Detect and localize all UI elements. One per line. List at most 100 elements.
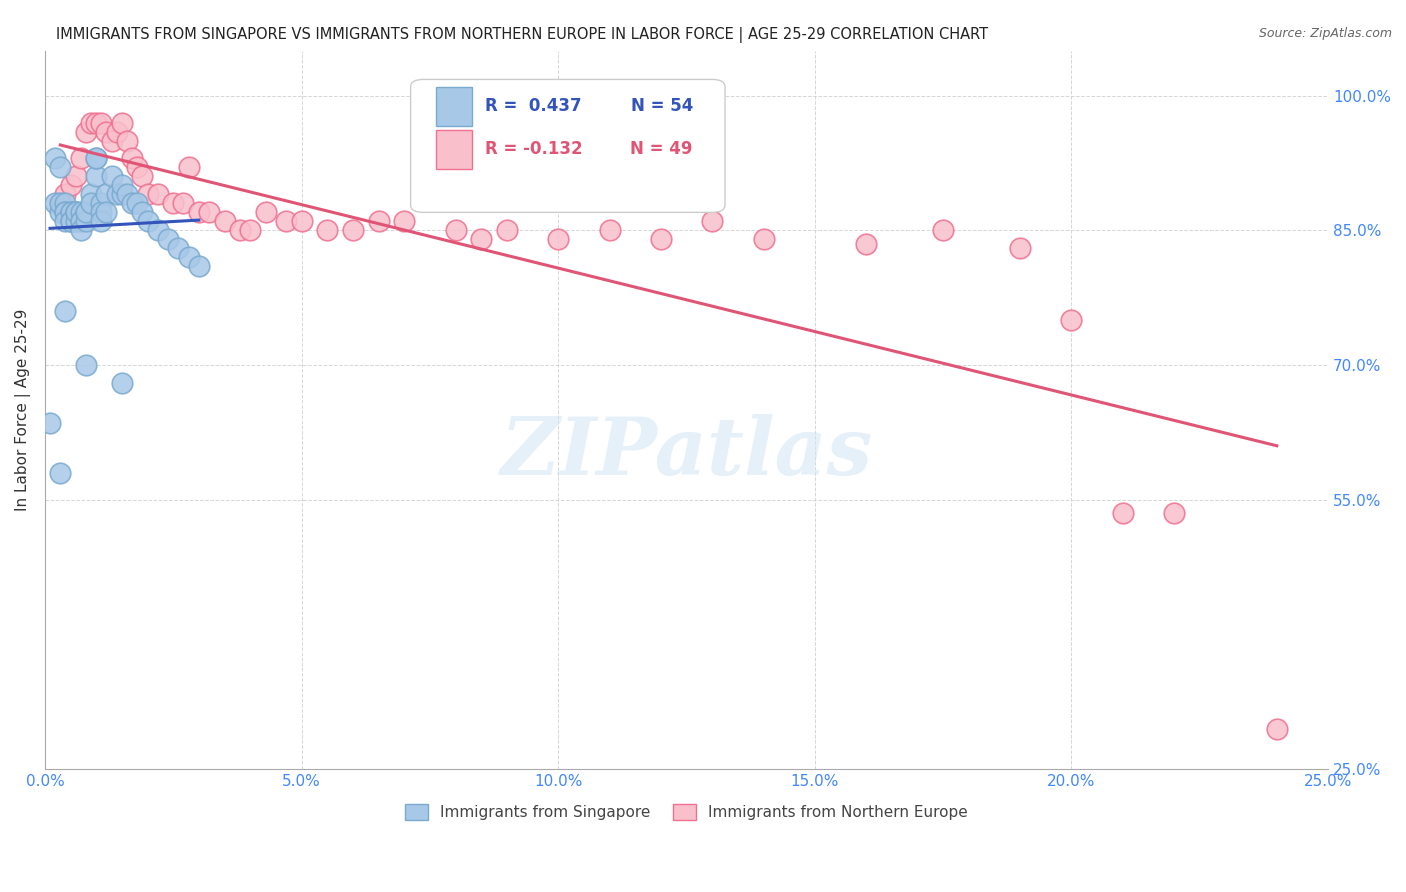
- Point: [146, 187, 169, 202]
- Point: [136, 187, 159, 202]
- Point: [127, 161, 149, 175]
- Point: [59, 178, 82, 193]
- Point: [162, 196, 184, 211]
- Point: [55, 205, 77, 219]
- Point: [80, 187, 103, 202]
- Point: [702, 214, 724, 228]
- Point: [69, 223, 91, 237]
- Point: [177, 161, 200, 175]
- Point: [146, 223, 169, 237]
- Point: [752, 232, 775, 246]
- FancyBboxPatch shape: [436, 87, 472, 126]
- Point: [1163, 506, 1185, 520]
- Point: [90, 205, 112, 219]
- Point: [80, 196, 103, 211]
- Point: [90, 214, 112, 228]
- Point: [187, 260, 209, 274]
- Point: [254, 205, 277, 219]
- Point: [80, 115, 103, 129]
- Point: [290, 214, 312, 228]
- Point: [392, 214, 415, 228]
- Point: [111, 376, 134, 390]
- Point: [187, 205, 209, 219]
- Point: [39, 417, 62, 431]
- Point: [65, 205, 87, 219]
- Point: [59, 214, 82, 228]
- Point: [214, 214, 236, 228]
- Point: [69, 214, 91, 228]
- Point: [55, 196, 77, 211]
- Point: [855, 236, 877, 251]
- Point: [127, 196, 149, 211]
- Point: [75, 205, 97, 219]
- Point: [547, 232, 569, 246]
- Point: [1010, 241, 1032, 255]
- Point: [59, 214, 82, 228]
- Point: [105, 124, 128, 138]
- Point: [650, 232, 672, 246]
- Point: [84, 169, 107, 184]
- Point: [75, 358, 97, 372]
- Point: [131, 205, 153, 219]
- Point: [198, 205, 221, 219]
- Point: [96, 187, 118, 202]
- Point: [1060, 313, 1083, 327]
- Point: [276, 214, 298, 228]
- Point: [55, 214, 77, 228]
- Point: [84, 115, 107, 129]
- Point: [367, 214, 389, 228]
- Point: [55, 205, 77, 219]
- Point: [49, 196, 72, 211]
- Point: [65, 169, 87, 184]
- Point: [55, 304, 77, 318]
- Point: [90, 115, 112, 129]
- Point: [84, 152, 107, 166]
- Point: [49, 205, 72, 219]
- Text: N = 49: N = 49: [630, 140, 693, 158]
- Point: [167, 241, 190, 255]
- Text: ZIPatlas: ZIPatlas: [501, 415, 873, 491]
- Point: [69, 152, 91, 166]
- Point: [229, 223, 252, 237]
- FancyBboxPatch shape: [436, 129, 472, 169]
- Point: [470, 232, 492, 246]
- Point: [316, 223, 339, 237]
- Point: [599, 223, 621, 237]
- Point: [121, 196, 143, 211]
- Legend: Immigrants from Singapore, Immigrants from Northern Europe: Immigrants from Singapore, Immigrants fr…: [399, 798, 974, 826]
- Point: [444, 223, 467, 237]
- Point: [121, 152, 143, 166]
- Text: Source: ZipAtlas.com: Source: ZipAtlas.com: [1258, 27, 1392, 40]
- Point: [90, 196, 112, 211]
- Point: [495, 223, 517, 237]
- Point: [1112, 506, 1135, 520]
- Point: [342, 223, 364, 237]
- Point: [96, 124, 118, 138]
- Point: [59, 205, 82, 219]
- Text: R = -0.132: R = -0.132: [485, 140, 582, 158]
- Point: [115, 134, 138, 148]
- Point: [131, 169, 153, 184]
- Point: [59, 214, 82, 228]
- Point: [49, 196, 72, 211]
- Point: [84, 152, 107, 166]
- Point: [177, 250, 200, 264]
- Point: [65, 205, 87, 219]
- Point: [65, 214, 87, 228]
- Point: [172, 196, 194, 211]
- Point: [100, 134, 122, 148]
- Point: [115, 187, 138, 202]
- Point: [136, 214, 159, 228]
- Text: R =  0.437: R = 0.437: [485, 97, 582, 115]
- Point: [55, 187, 77, 202]
- Point: [44, 196, 66, 211]
- Point: [49, 466, 72, 480]
- Y-axis label: In Labor Force | Age 25-29: In Labor Force | Age 25-29: [15, 309, 31, 511]
- Point: [44, 152, 66, 166]
- Point: [105, 187, 128, 202]
- Point: [75, 214, 97, 228]
- FancyBboxPatch shape: [411, 79, 725, 212]
- Text: IMMIGRANTS FROM SINGAPORE VS IMMIGRANTS FROM NORTHERN EUROPE IN LABOR FORCE | AG: IMMIGRANTS FROM SINGAPORE VS IMMIGRANTS …: [56, 27, 988, 43]
- Point: [69, 205, 91, 219]
- Point: [239, 223, 262, 237]
